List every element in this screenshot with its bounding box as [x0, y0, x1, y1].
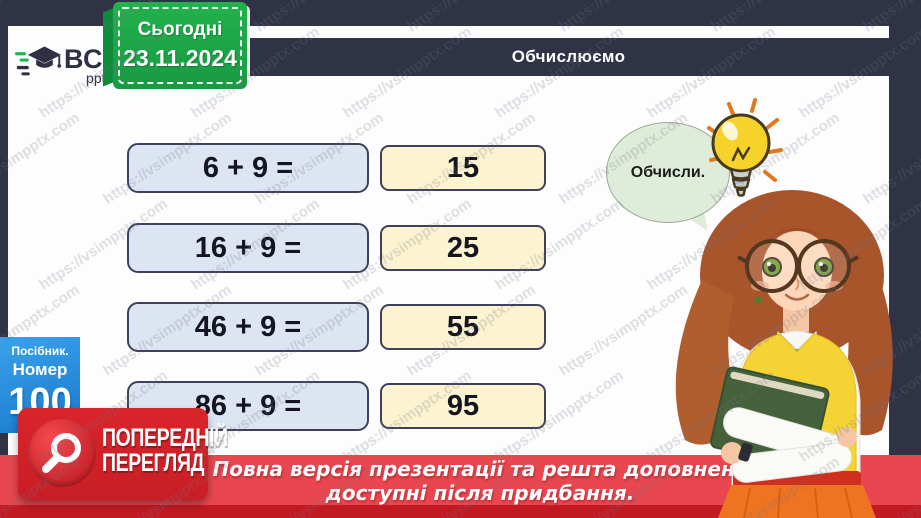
- answer-box: 15: [380, 145, 546, 191]
- slide-title: Обчислюємо: [511, 47, 626, 66]
- slide-header-bar: Обчислюємо: [248, 38, 889, 76]
- speech-bubble: Обчисли.: [606, 122, 730, 223]
- expression-text: 16 + 9 =: [194, 231, 302, 264]
- expression-text: 46 + 9 =: [194, 310, 302, 343]
- purchase-info-line1: Повна версія презентації та решта доповн…: [212, 457, 748, 481]
- textbook-badge-label: Посібник.: [11, 344, 69, 358]
- graduation-cap-icon: [14, 46, 62, 76]
- purchase-info-line2: доступні після придбання.: [325, 481, 635, 505]
- date-badge-label: Сьогодні: [137, 19, 223, 40]
- lightbulb-icon: [707, 98, 783, 197]
- math-row: 86 + 9 = 95: [127, 381, 547, 431]
- textbook-number-badge: Посібник. Номер 100: [0, 337, 80, 433]
- answer-text: 25: [446, 231, 480, 264]
- answer-box: 55: [380, 304, 546, 350]
- preview-banner-text: ПОПЕРЕДНІЙ ПЕРЕГЛЯД: [102, 426, 228, 475]
- math-row: 16 + 9 = 25: [127, 223, 547, 273]
- date-badge: Сьогодні 23.11.2024: [113, 2, 247, 89]
- preview-banner: ПОПЕРЕДНІЙ ПЕРЕГЛЯД: [18, 408, 228, 500]
- answer-text: 95: [446, 389, 480, 422]
- purchase-info-text: Повна версія презентації та решта доповн…: [60, 457, 900, 505]
- expression-text: 6 + 9 =: [202, 151, 294, 184]
- answer-text: 15: [446, 151, 480, 184]
- expression-box: 16 + 9 =: [127, 223, 369, 273]
- preview-banner-line1: ПОПЕРЕДНІЙ: [102, 424, 228, 452]
- bottom-strip: [0, 505, 921, 518]
- speech-bubble-text: Обчисли.: [630, 163, 706, 181]
- preview-banner-line2: ПЕРЕГЛЯД: [102, 448, 205, 477]
- math-row: 46 + 9 = 55: [127, 302, 547, 352]
- textbook-badge-sublabel: Номер: [12, 360, 68, 379]
- expression-box: 46 + 9 =: [127, 302, 369, 352]
- expression-text: 86 + 9 =: [194, 389, 302, 422]
- magnifier-icon: [42, 433, 81, 473]
- answer-box: 25: [380, 225, 546, 271]
- date-badge-date: 23.11.2024: [123, 45, 237, 71]
- expression-box: 86 + 9 =: [127, 381, 369, 431]
- answer-box: 95: [380, 383, 546, 429]
- preview-icon-circle: [28, 419, 96, 487]
- answer-text: 55: [446, 310, 480, 343]
- girl-character-illustration: [675, 190, 893, 518]
- math-row: 6 + 9 = 15: [127, 143, 547, 193]
- expression-box: 6 + 9 =: [127, 143, 369, 193]
- date-badge-dashed-border: [118, 7, 242, 84]
